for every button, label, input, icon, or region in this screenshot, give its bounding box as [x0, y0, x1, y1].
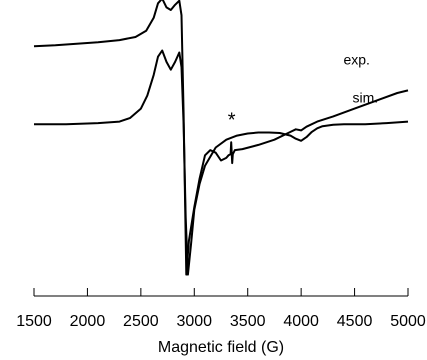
x-tick-label: 3000 [176, 313, 212, 330]
x-tick-label: 4000 [283, 313, 319, 330]
x-tick-label: 4500 [337, 313, 373, 330]
label-exp: exp. [343, 52, 369, 68]
asterisk-marker: * [228, 110, 236, 132]
x-axis-title: Magnetic field (G) [158, 339, 284, 356]
label-sim: sim. [352, 89, 378, 105]
chart-annotations: * exp. sim. [228, 52, 378, 132]
x-tick-label: 2000 [70, 313, 106, 330]
x-axis-ticks: 1500 2000 2500 3000 3500 4000 4500 5000 [16, 288, 426, 330]
x-tick-label: 3500 [230, 313, 266, 330]
series-line-sim [34, 49, 409, 276]
x-tick-label: 5000 [390, 313, 426, 330]
x-tick-label: 2500 [123, 313, 159, 330]
x-tick-label: 1500 [16, 313, 52, 330]
spectrum-traces [33, 0, 409, 276]
series-line-exp [33, 0, 409, 276]
